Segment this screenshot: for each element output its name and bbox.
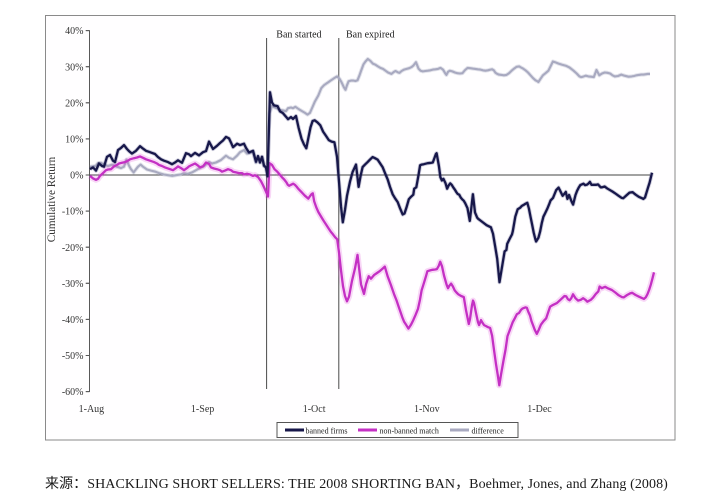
svg-text:-30%: -30% bbox=[62, 279, 84, 290]
svg-text:-60%: -60% bbox=[62, 387, 84, 398]
svg-text:40%: 40% bbox=[65, 26, 83, 37]
svg-text:difference: difference bbox=[472, 426, 505, 435]
svg-text:Ban expired: Ban expired bbox=[346, 29, 395, 40]
svg-text:1-Nov: 1-Nov bbox=[414, 404, 440, 415]
svg-text:20%: 20% bbox=[65, 98, 83, 109]
svg-text:-50%: -50% bbox=[62, 351, 84, 362]
svg-text:1-Sep: 1-Sep bbox=[191, 404, 214, 415]
svg-text:1-Oct: 1-Oct bbox=[303, 404, 326, 415]
svg-text:-10%: -10% bbox=[62, 207, 84, 218]
svg-text:-20%: -20% bbox=[62, 243, 84, 254]
svg-text:banned firms: banned firms bbox=[306, 426, 348, 435]
svg-text:-40%: -40% bbox=[62, 315, 84, 326]
svg-text:10%: 10% bbox=[65, 135, 83, 146]
svg-text:30%: 30% bbox=[65, 62, 83, 73]
svg-text:Cumulative Return: Cumulative Return bbox=[46, 156, 58, 242]
svg-text:1-Dec: 1-Dec bbox=[527, 404, 552, 415]
svg-text:0%: 0% bbox=[70, 171, 83, 182]
svg-text:non-banned match: non-banned match bbox=[380, 426, 439, 435]
svg-text:1-Aug: 1-Aug bbox=[79, 404, 105, 415]
svg-text:Ban started: Ban started bbox=[276, 29, 321, 40]
